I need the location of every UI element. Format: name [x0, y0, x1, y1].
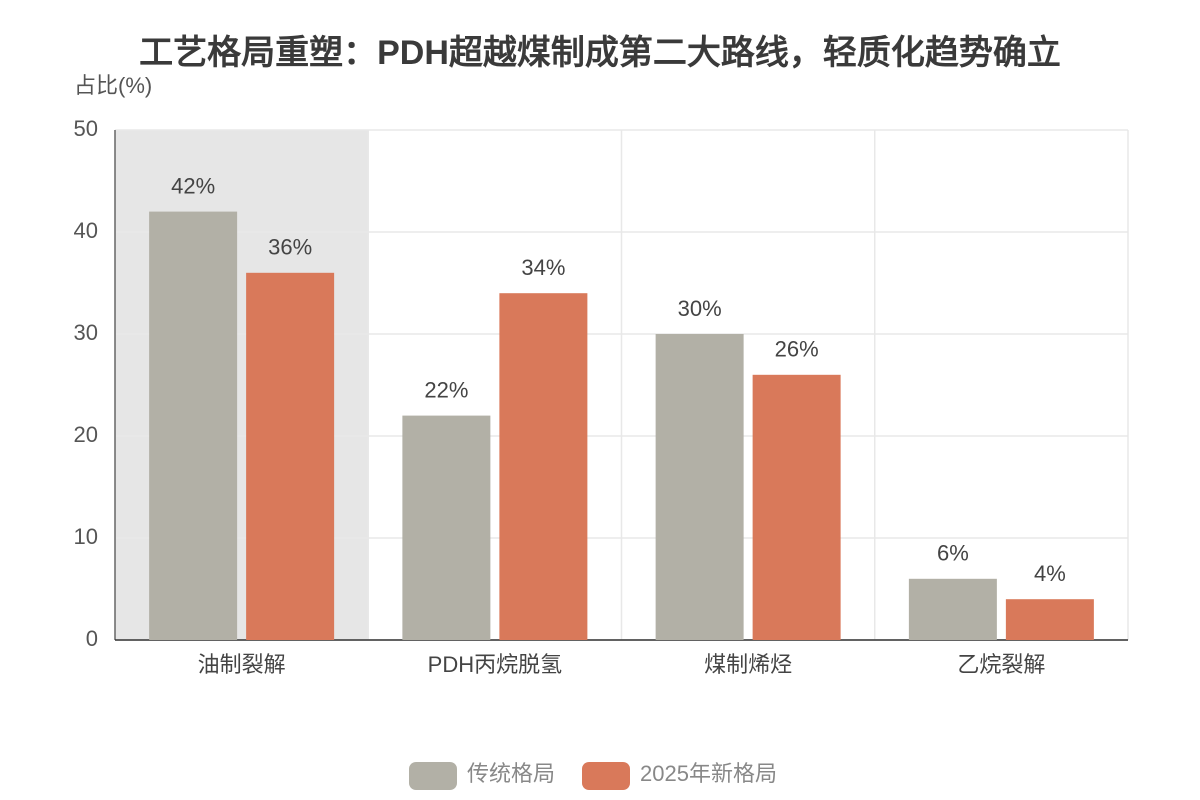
bar — [499, 293, 588, 640]
bar — [655, 334, 744, 640]
x-tick-label: 油制裂解 — [198, 652, 286, 677]
y-tick-label: 50 — [74, 116, 98, 141]
y-tick-label: 40 — [74, 218, 98, 243]
y-axis-label: 占比(%) — [74, 73, 152, 98]
legend-swatch[interactable] — [409, 762, 457, 790]
data-label: 30% — [678, 296, 722, 321]
data-label: 34% — [521, 255, 565, 280]
data-label: 26% — [775, 337, 819, 362]
bar — [1005, 599, 1094, 640]
y-tick-label: 0 — [86, 626, 98, 651]
y-tick-label: 30 — [74, 320, 98, 345]
data-label: 6% — [937, 541, 969, 566]
x-tick-label: PDH丙烷脱氢 — [428, 652, 562, 677]
legend-label[interactable]: 传统格局 — [467, 761, 555, 786]
bar — [402, 415, 491, 640]
legend-swatch[interactable] — [582, 762, 630, 790]
chart-title: 工艺格局重塑：PDH超越煤制成第二大路线，轻质化趋势确立 — [139, 34, 1061, 72]
legend-item[interactable]: 传统格局 — [409, 761, 555, 790]
data-label: 22% — [424, 377, 468, 402]
bar — [908, 578, 997, 640]
y-tick-label: 10 — [74, 524, 98, 549]
x-tick-label: 煤制烯烃 — [704, 652, 792, 677]
bar — [752, 374, 841, 640]
y-tick-label: 20 — [74, 422, 98, 447]
x-tick-label: 乙烷裂解 — [957, 652, 1045, 677]
legend-label[interactable]: 2025年新格局 — [640, 761, 777, 786]
data-label: 4% — [1034, 561, 1066, 586]
bar — [246, 272, 335, 640]
data-label: 36% — [268, 235, 312, 260]
legend-item[interactable]: 2025年新格局 — [582, 761, 777, 790]
bar — [149, 211, 238, 640]
data-label: 42% — [171, 173, 215, 198]
